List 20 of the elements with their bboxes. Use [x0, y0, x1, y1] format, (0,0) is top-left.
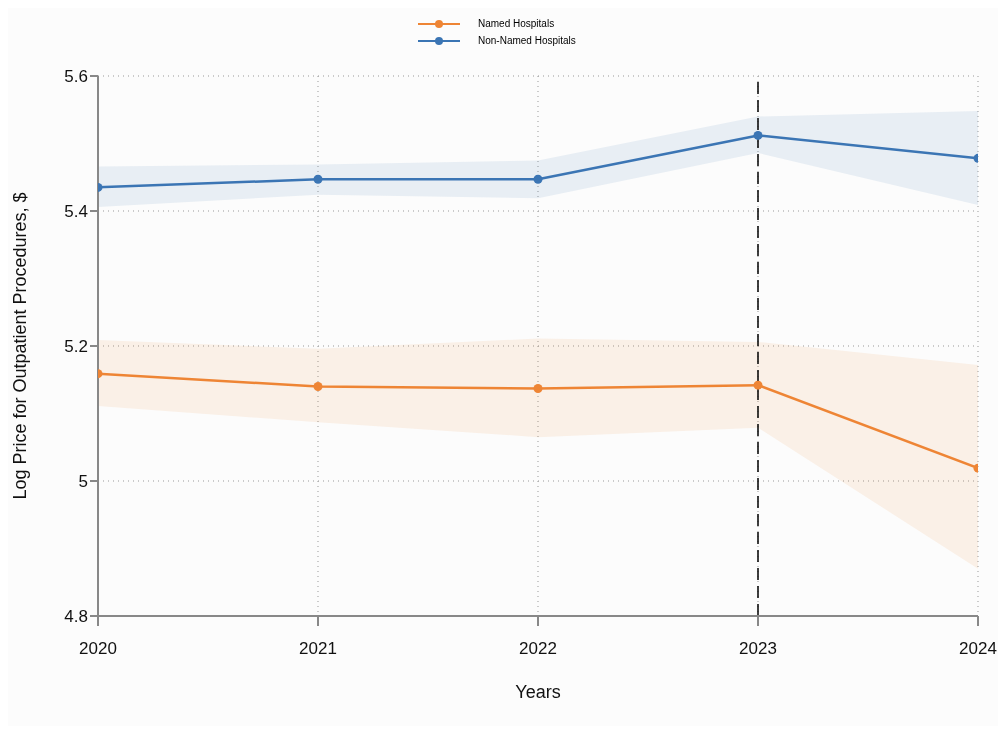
point [753, 380, 763, 390]
y-tick-label: 5.2 [64, 337, 88, 357]
x-axis-title: Years [515, 682, 561, 702]
point [313, 174, 323, 184]
point [753, 130, 763, 140]
y-axis-title: Log Price for Outpatient Procedures, $ [10, 192, 31, 500]
legend-label: Named Hospitals [478, 18, 555, 29]
x-tick-label: 2020 [79, 639, 117, 659]
point [533, 384, 543, 394]
y-tick-label: 4.8 [64, 607, 88, 627]
x-tick-label: 2024 [959, 639, 997, 659]
legend-label: Non-Named Hospitals [478, 35, 576, 46]
point [313, 382, 323, 391]
point [533, 174, 543, 184]
y-tick-label: 5.6 [64, 67, 88, 87]
y-tick-label: 5.4 [64, 202, 88, 222]
x-tick-label: 2021 [299, 639, 337, 659]
x-tick-label: 2023 [739, 639, 777, 659]
y-tick-label: 5 [78, 472, 88, 492]
x-tick-label: 2022 [519, 639, 557, 659]
